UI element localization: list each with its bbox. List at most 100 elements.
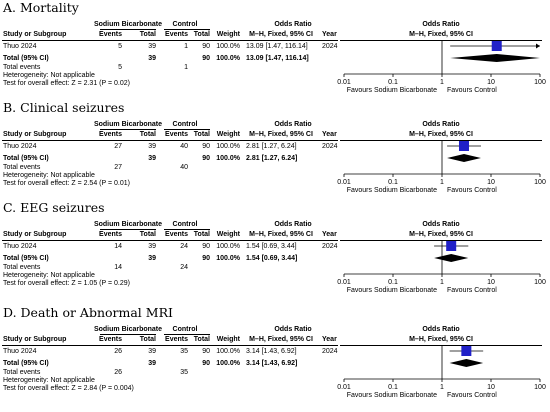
study-events2: 40 <box>180 143 188 150</box>
study-effect-marker <box>461 346 472 356</box>
forest-plot-area: 0.01 0.1 1 10 100 Favours Sodium Bicarbonate F… <box>337 140 546 194</box>
group1-header: Sodium Bicarbonate <box>93 326 163 333</box>
study-events1: 5 <box>118 43 122 50</box>
weight-header: Weight <box>216 231 240 238</box>
heterogeneity-text: Heterogeneity: Not applicable <box>3 272 95 279</box>
pooled-effect-diamond <box>450 54 540 62</box>
pooled-effect-diamond <box>434 254 469 262</box>
group2-underline <box>164 29 210 30</box>
total1-header: Total <box>139 336 156 343</box>
plot-or-header: Odds Ratio <box>422 121 460 128</box>
study-header: Study or Subgroup <box>3 131 67 138</box>
plot-ci-method-header: M–H, Fixed, 95% CI <box>409 31 473 38</box>
group1-underline <box>100 29 156 30</box>
total-total1: 39 <box>148 360 156 367</box>
events1-header: Events <box>99 231 122 238</box>
total-events1: 5 <box>118 64 122 71</box>
total-total2: 90 <box>202 155 210 162</box>
study-year: 2024 <box>322 243 338 250</box>
total1-header: Total <box>139 131 156 138</box>
forest-plot-area: 0.01 0.1 1 10 100 Favours Sodium Bicarbonate F… <box>337 345 546 399</box>
total-events-label: Total events <box>3 369 41 376</box>
x-axis-tick-label: 0.1 <box>388 279 398 286</box>
plot-or-header: Odds Ratio <box>422 326 460 333</box>
plot-header-rule <box>340 40 542 41</box>
x-axis-tick-label: 0.01 <box>337 384 351 391</box>
header-rule <box>2 240 338 241</box>
total-events-label: Total events <box>3 64 41 71</box>
group2-header: Control <box>172 326 198 333</box>
study-weight: 100.0% <box>216 143 240 150</box>
x-axis-tick-label: 0.01 <box>337 279 351 286</box>
x-axis-tick-label: 1 <box>440 79 444 86</box>
group2-header: Control <box>172 121 198 128</box>
weight-header: Weight <box>216 31 240 38</box>
plot-header-rule <box>340 345 542 346</box>
header-rule <box>2 40 338 41</box>
x-axis-tick-label: 10 <box>487 279 495 286</box>
x-axis-tick-label: 100 <box>534 384 546 391</box>
events1-header: Events <box>99 131 122 138</box>
x-axis-tick-label: 10 <box>487 79 495 86</box>
x-axis-tick-label: 100 <box>534 79 546 86</box>
group1-underline <box>100 129 156 130</box>
total-events2: 35 <box>180 369 188 376</box>
total-weight: 100.0% <box>216 255 240 262</box>
forest-plot-area: 0.01 0.1 1 10 100 Favours Sodium Bicarbonate F… <box>337 240 546 294</box>
forest-panel: B. Clinical seizures Sodium Bicarbonate … <box>0 100 550 200</box>
study-effect-marker <box>458 141 469 151</box>
plot-header-rule <box>340 240 542 241</box>
ci-method-header: M–H, Fixed, 95% CI <box>249 231 313 238</box>
study-total1: 39 <box>148 143 156 150</box>
study-weight: 100.0% <box>216 243 240 250</box>
heterogeneity-text: Heterogeneity: Not applicable <box>3 172 95 179</box>
group1-underline <box>100 334 156 335</box>
study-name: Thuo 2024 <box>3 43 37 50</box>
favours-left-label: Favours Sodium Bicarbonate <box>347 392 437 399</box>
total1-header: Total <box>139 231 156 238</box>
x-axis-tick-label: 1 <box>440 179 444 186</box>
weight-header: Weight <box>216 336 240 343</box>
total-events2: 1 <box>184 64 188 71</box>
header-rule <box>2 140 338 141</box>
study-total1: 39 <box>148 348 156 355</box>
study-weight: 100.0% <box>216 43 240 50</box>
study-header: Study or Subgroup <box>3 231 67 238</box>
panel-title: B. Clinical seizures <box>3 100 125 115</box>
x-axis-tick-label: 1 <box>440 384 444 391</box>
total-weight: 100.0% <box>216 360 240 367</box>
x-axis-tick-label: 1 <box>440 279 444 286</box>
study-weight: 100.0% <box>216 348 240 355</box>
favours-right-label: Favours Control <box>447 392 497 399</box>
events2-header: Events <box>165 231 188 238</box>
or-header: Odds Ratio <box>274 326 312 333</box>
group1-underline <box>100 229 156 230</box>
panel-title: A. Mortality <box>3 0 79 15</box>
study-total2: 90 <box>202 243 210 250</box>
study-events1: 26 <box>114 348 122 355</box>
total-weight: 100.0% <box>216 55 240 62</box>
total-events1: 14 <box>114 264 122 271</box>
forest-panel: D. Death or Abnormal MRI Sodium Bicarbon… <box>0 305 550 405</box>
study-ci: 2.81 [1.27, 6.24] <box>246 143 297 150</box>
total-events-label: Total events <box>3 164 41 171</box>
study-name: Thuo 2024 <box>3 143 37 150</box>
x-axis-tick-label: 100 <box>534 279 546 286</box>
total-events2: 40 <box>180 164 188 171</box>
study-ci: 1.54 [0.69, 3.44] <box>246 243 297 250</box>
plot-ci-method-header: M–H, Fixed, 95% CI <box>409 131 473 138</box>
year-header: Year <box>322 131 337 138</box>
total2-header: Total <box>193 336 210 343</box>
total-label: Total (95% CI) <box>3 155 49 162</box>
ci-method-header: M–H, Fixed, 95% CI <box>249 31 313 38</box>
panel-title: C. EEG seizures <box>3 200 105 215</box>
total-label: Total (95% CI) <box>3 55 49 62</box>
pooled-effect-diamond <box>449 359 484 367</box>
total-events-label: Total events <box>3 264 41 271</box>
favours-left-label: Favours Sodium Bicarbonate <box>347 87 437 94</box>
study-events2: 1 <box>184 43 188 50</box>
total-events1: 26 <box>114 369 122 376</box>
x-axis-tick-label: 0.01 <box>337 179 351 186</box>
group1-header: Sodium Bicarbonate <box>93 121 163 128</box>
